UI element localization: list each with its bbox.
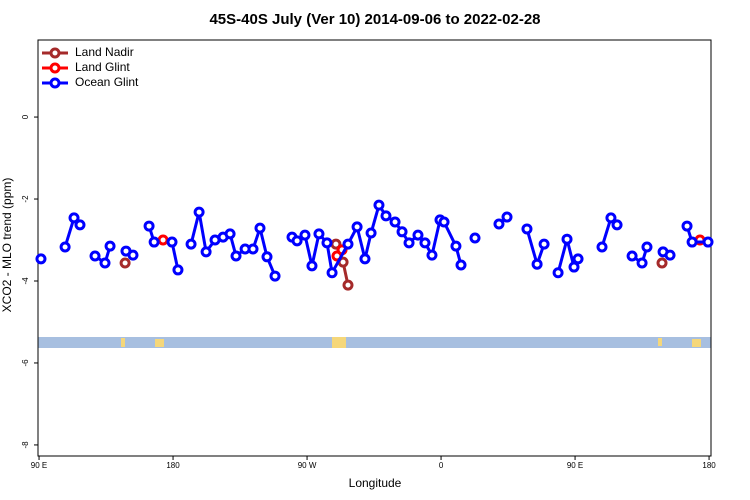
x-tick-label: 90 E <box>31 461 47 470</box>
point <box>611 219 623 231</box>
point <box>538 238 550 250</box>
point <box>359 253 371 265</box>
legend-marker <box>49 77 61 89</box>
point <box>636 257 648 269</box>
plot-frame <box>37 39 712 457</box>
point <box>291 235 303 247</box>
point <box>99 257 111 269</box>
point <box>127 249 139 261</box>
point <box>605 212 617 224</box>
x-axis-label: Longitude <box>349 476 402 490</box>
point <box>455 259 467 271</box>
point <box>626 250 638 262</box>
point <box>119 257 131 269</box>
x-tick-label: 90 E <box>567 461 583 470</box>
point <box>493 218 505 230</box>
y-tick-label: -8 <box>21 441 30 449</box>
point <box>261 251 273 263</box>
point <box>74 219 86 231</box>
point <box>686 236 698 248</box>
point <box>193 206 205 218</box>
series-line <box>189 211 277 277</box>
y-tick-label: -4 <box>21 277 30 285</box>
point <box>572 253 584 265</box>
point <box>68 212 80 224</box>
x-tick-label: 180 <box>166 461 180 470</box>
point <box>342 238 354 250</box>
point <box>373 199 385 211</box>
point <box>157 234 169 246</box>
point <box>501 211 513 223</box>
point <box>254 222 266 234</box>
point <box>326 267 338 279</box>
point <box>299 229 311 241</box>
point <box>419 237 431 249</box>
y-tick-label: 0 <box>21 114 30 119</box>
point <box>681 220 693 232</box>
point <box>426 249 438 261</box>
y-tick-label: -2 <box>21 195 30 203</box>
point <box>306 260 318 272</box>
y-axis-label: XCO2 - MLO trend (ppm) <box>0 178 14 313</box>
x-tick-label: 90 W <box>298 461 317 470</box>
legend-label: Land Glint <box>75 60 130 74</box>
point <box>561 233 573 245</box>
point <box>35 253 47 265</box>
point <box>521 223 533 235</box>
point <box>148 236 160 248</box>
legend-label: Land Nadir <box>75 45 134 59</box>
point <box>321 237 333 249</box>
point <box>247 243 259 255</box>
point <box>185 238 197 250</box>
point <box>568 261 580 273</box>
point <box>351 221 363 233</box>
point <box>200 246 212 258</box>
x-tick-label: 0 <box>439 461 444 470</box>
point <box>396 226 408 238</box>
chart-title: 45S-40S July (Ver 10) 2014-09-06 to 2022… <box>209 11 540 28</box>
point <box>469 232 481 244</box>
point <box>143 220 155 232</box>
point <box>342 279 354 291</box>
point <box>403 237 415 249</box>
point <box>438 216 450 228</box>
point <box>702 236 714 248</box>
x-tick-label: 180 <box>702 461 716 470</box>
point <box>269 270 281 282</box>
point <box>172 264 184 276</box>
point <box>59 241 71 253</box>
point <box>224 228 236 240</box>
point <box>412 229 424 241</box>
point <box>89 250 101 262</box>
map-strip <box>38 337 711 348</box>
point <box>104 240 116 252</box>
point <box>552 267 564 279</box>
y-tick-label: -6 <box>21 359 30 367</box>
point <box>656 257 668 269</box>
point <box>596 241 608 253</box>
point <box>450 240 462 252</box>
legend-label: Ocean Glint <box>75 75 139 89</box>
point <box>313 228 325 240</box>
point <box>365 227 377 239</box>
point <box>664 249 676 261</box>
legend-marker <box>49 47 61 59</box>
point <box>531 258 543 270</box>
legend-marker <box>49 62 61 74</box>
point <box>380 210 392 222</box>
point <box>230 250 242 262</box>
point <box>641 241 653 253</box>
point <box>166 236 178 248</box>
point <box>389 216 401 228</box>
